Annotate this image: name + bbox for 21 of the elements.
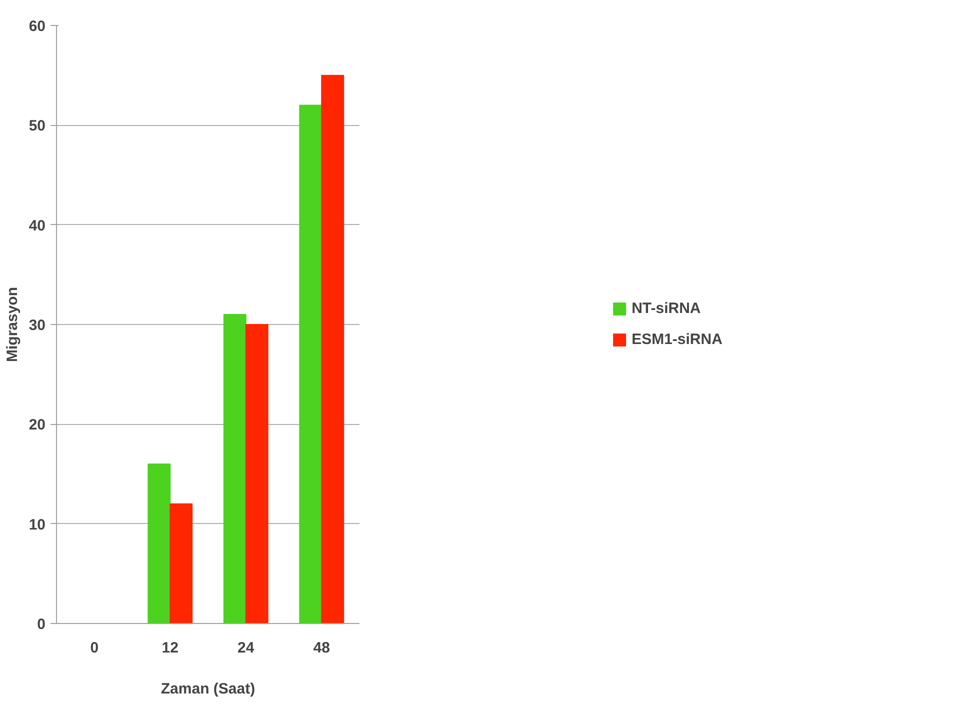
y-tick-label: 60 bbox=[28, 18, 46, 35]
bar bbox=[321, 74, 344, 624]
y-axis-title: Migrasyon bbox=[4, 286, 21, 362]
y-tick-label: 10 bbox=[28, 516, 46, 534]
y-tick-label: 50 bbox=[28, 118, 46, 135]
bar bbox=[170, 503, 193, 624]
bar bbox=[223, 314, 246, 624]
bar bbox=[148, 464, 171, 624]
x-tick-label: 0 bbox=[90, 640, 99, 656]
x-tick-label: 48 bbox=[313, 640, 330, 656]
legend-label: NT-siRNA bbox=[632, 300, 701, 317]
x-tick-label: 12 bbox=[162, 640, 178, 656]
x-axis-title: Zaman (Saat) bbox=[160, 680, 256, 698]
legend-label: ESM1-siRNA bbox=[632, 331, 722, 348]
bar bbox=[245, 324, 268, 624]
y-tick-label: 20 bbox=[28, 416, 46, 434]
bar bbox=[299, 104, 322, 624]
y-tick-label: 40 bbox=[28, 217, 46, 234]
y-tick-label: 0 bbox=[37, 616, 46, 633]
x-tick-label: 24 bbox=[238, 640, 255, 656]
y-tick-label: 30 bbox=[28, 317, 46, 334]
